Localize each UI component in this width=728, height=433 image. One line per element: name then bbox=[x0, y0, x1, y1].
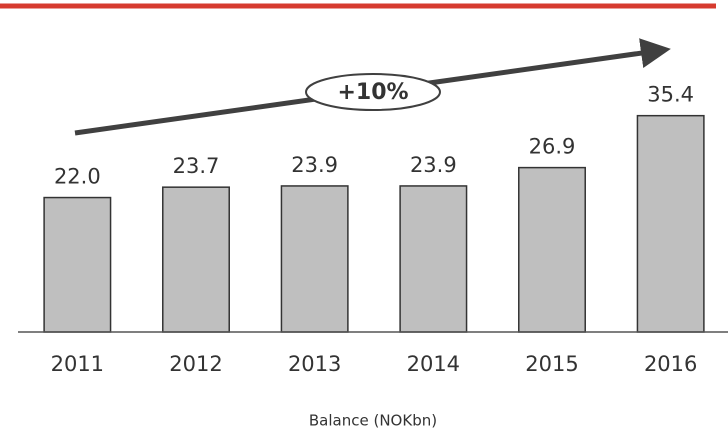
x-tick-label: 2015 bbox=[525, 352, 578, 376]
bar bbox=[280, 185, 349, 333]
bar bbox=[518, 166, 586, 333]
value-label: 26.9 bbox=[529, 135, 576, 159]
value-label: 35.4 bbox=[647, 83, 694, 107]
annotation: +10% bbox=[337, 80, 408, 105]
x-tick-label: 2013 bbox=[288, 352, 341, 376]
x-tick-label: 2016 bbox=[644, 352, 697, 376]
x-axis-label: Balance (NOKbn) bbox=[309, 412, 437, 430]
annotation-bubble bbox=[305, 73, 441, 111]
x-tick-label: 2014 bbox=[407, 352, 460, 376]
value-label: 22.0 bbox=[54, 165, 101, 189]
bar bbox=[43, 196, 112, 333]
value-label: 23.7 bbox=[173, 154, 220, 178]
x-tick-label: 2011 bbox=[51, 352, 104, 376]
x-tick-label: 2012 bbox=[169, 352, 222, 376]
bar bbox=[636, 114, 705, 333]
bar bbox=[162, 186, 230, 333]
bar bbox=[399, 185, 468, 333]
value-label: 23.9 bbox=[410, 153, 457, 177]
value-label: 23.9 bbox=[291, 153, 338, 177]
